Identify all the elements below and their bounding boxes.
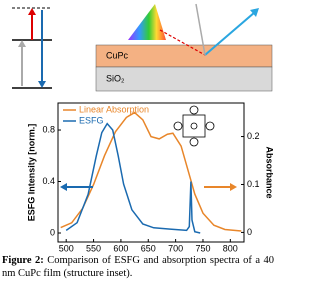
y2-tick-label: 0.1: [247, 179, 260, 189]
figure-graphic: CuPc SiO₂ 500 550 600 650 700 750 800 0 0.4 0.8 0 0…: [12, 3, 275, 263]
legend-label: Linear Absorption: [79, 104, 149, 114]
y2-axis-label: Absorbance: [265, 146, 275, 198]
layer-label: SiO₂: [106, 73, 125, 83]
x-tick-label: 750: [195, 243, 210, 253]
x-tick-label: 550: [86, 243, 101, 253]
y-tick-label: 0.8: [42, 124, 55, 134]
sample-schematic: CuPc SiO₂: [95, 3, 273, 92]
y-tick-label: 0: [50, 227, 55, 237]
x-tick-label: 650: [141, 243, 156, 253]
sio2-layer: [95, 66, 273, 92]
x-tick-label: 500: [59, 243, 74, 253]
plot-frame: [57, 102, 245, 243]
molecule-inset: [173, 105, 215, 147]
figure: CuPc SiO₂ 500 550 600 650 700 750 800 0 0.4 0.8 0 0…: [2, 3, 275, 280]
caption-label: Figure 2:: [2, 255, 44, 266]
x-tick-label: 800: [223, 243, 238, 253]
y-axis-label: ESFG Intensity [norm.]: [26, 124, 36, 222]
layer-label: CuPc: [106, 50, 129, 60]
axis-arrow-head: [230, 183, 237, 191]
x-tick-label: 600: [113, 243, 128, 253]
y2-tick-label: 0.2: [247, 131, 260, 141]
y2-tick-label: 0: [247, 227, 252, 237]
caption: Figure 2: Comparison of ESFG and absorpt…: [2, 254, 274, 280]
y-tick-label: 0.4: [42, 176, 55, 186]
series-line: [60, 111, 242, 232]
caption-text: Comparison of ESFG and absorption spectr…: [2, 255, 274, 279]
energy-diagram: [12, 7, 52, 89]
x-tick-label: 700: [168, 243, 183, 253]
legend-label: ESFG: [79, 115, 104, 125]
axis-arrow-head: [60, 183, 67, 191]
series-line: [65, 122, 201, 234]
